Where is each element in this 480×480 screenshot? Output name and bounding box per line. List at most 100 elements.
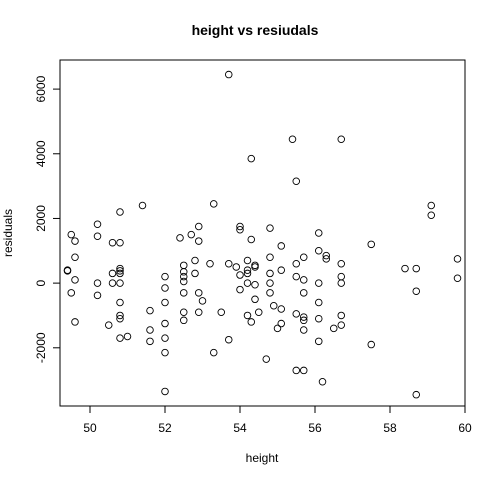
data-point xyxy=(251,295,259,304)
data-point xyxy=(161,319,169,328)
data-point xyxy=(108,269,117,278)
data-point xyxy=(93,220,102,229)
x-tick-label: 60 xyxy=(458,421,472,435)
data-point xyxy=(161,272,169,281)
data-point xyxy=(330,324,338,333)
data-point xyxy=(243,269,252,278)
x-axis-label: height xyxy=(246,451,279,465)
data-point xyxy=(179,308,188,316)
data-point xyxy=(300,326,308,334)
y-tick-label: 2000 xyxy=(34,205,48,232)
data-point xyxy=(292,272,301,281)
data-point xyxy=(266,224,274,232)
data-point xyxy=(243,266,252,274)
data-point xyxy=(116,208,124,216)
data-point xyxy=(300,276,308,284)
x-tick-label: 50 xyxy=(83,421,97,435)
data-point xyxy=(251,261,259,270)
data-point xyxy=(266,253,274,262)
data-point xyxy=(161,334,169,342)
x-tick-label: 58 xyxy=(383,421,397,435)
data-point xyxy=(194,308,203,316)
data-point xyxy=(93,279,102,287)
data-point xyxy=(179,316,188,325)
data-point xyxy=(315,337,323,346)
data-point xyxy=(67,289,75,297)
data-point xyxy=(315,279,323,287)
data-point xyxy=(179,272,188,281)
plot-frame xyxy=(59,59,466,407)
data-point xyxy=(337,321,346,329)
data-point xyxy=(277,242,286,250)
y-tick-label: 4000 xyxy=(34,140,48,167)
data-point xyxy=(277,266,286,274)
data-point xyxy=(243,279,252,287)
data-point xyxy=(224,70,233,79)
data-point xyxy=(247,318,255,326)
data-point xyxy=(427,201,436,210)
data-point xyxy=(138,201,147,210)
y-axis: -2000 0 2000 4000 6000 xyxy=(34,75,61,363)
data-point xyxy=(179,261,188,270)
data-point xyxy=(71,237,79,245)
y-tick-label: 0 xyxy=(34,279,48,286)
data-point xyxy=(194,222,203,231)
data-point xyxy=(453,255,462,263)
data-point xyxy=(247,154,255,163)
data-point xyxy=(337,272,346,281)
data-point xyxy=(179,289,188,297)
data-point xyxy=(266,269,274,278)
data-point xyxy=(315,247,323,255)
data-point xyxy=(194,289,203,297)
data-point xyxy=(224,335,233,344)
data-point xyxy=(251,263,259,271)
data-point xyxy=(367,340,376,349)
data-point xyxy=(232,263,240,271)
x-tick-label: 56 xyxy=(308,421,322,435)
data-point xyxy=(176,234,184,242)
data-point xyxy=(116,238,124,247)
data-point xyxy=(412,264,421,273)
data-point xyxy=(337,259,346,268)
data-point xyxy=(116,334,124,342)
data-point xyxy=(116,264,124,273)
data-point xyxy=(243,256,252,265)
data-point xyxy=(315,229,323,237)
data-point xyxy=(209,348,218,357)
data-point xyxy=(191,269,199,278)
data-point xyxy=(337,311,346,320)
data-point xyxy=(300,253,308,262)
data-point xyxy=(270,302,278,310)
data-point xyxy=(116,279,124,287)
data-point xyxy=(71,276,79,284)
data-point xyxy=(161,387,169,396)
data-point xyxy=(243,311,252,320)
data-point xyxy=(300,366,308,375)
data-point xyxy=(179,268,188,276)
data-point xyxy=(322,255,331,263)
data-point xyxy=(292,259,301,268)
data-point xyxy=(315,298,323,307)
data-point xyxy=(318,377,327,386)
data-point xyxy=(236,226,244,234)
data-point xyxy=(108,279,117,287)
data-point xyxy=(93,232,102,240)
data-point xyxy=(146,326,154,334)
data-point xyxy=(453,274,462,283)
x-tick-label: 52 xyxy=(158,421,172,435)
data-point xyxy=(63,267,72,275)
y-axis-label: residuals xyxy=(1,209,15,257)
data-point xyxy=(300,289,308,297)
data-point xyxy=(198,297,207,305)
data-point xyxy=(247,235,255,244)
data-point xyxy=(123,332,132,341)
data-point xyxy=(209,200,218,208)
data-point xyxy=(277,319,286,328)
data-point xyxy=(262,355,271,363)
data-point xyxy=(315,314,323,323)
data-point xyxy=(161,348,169,357)
data-point xyxy=(273,324,282,333)
data-point xyxy=(292,366,301,375)
data-point xyxy=(194,237,203,245)
